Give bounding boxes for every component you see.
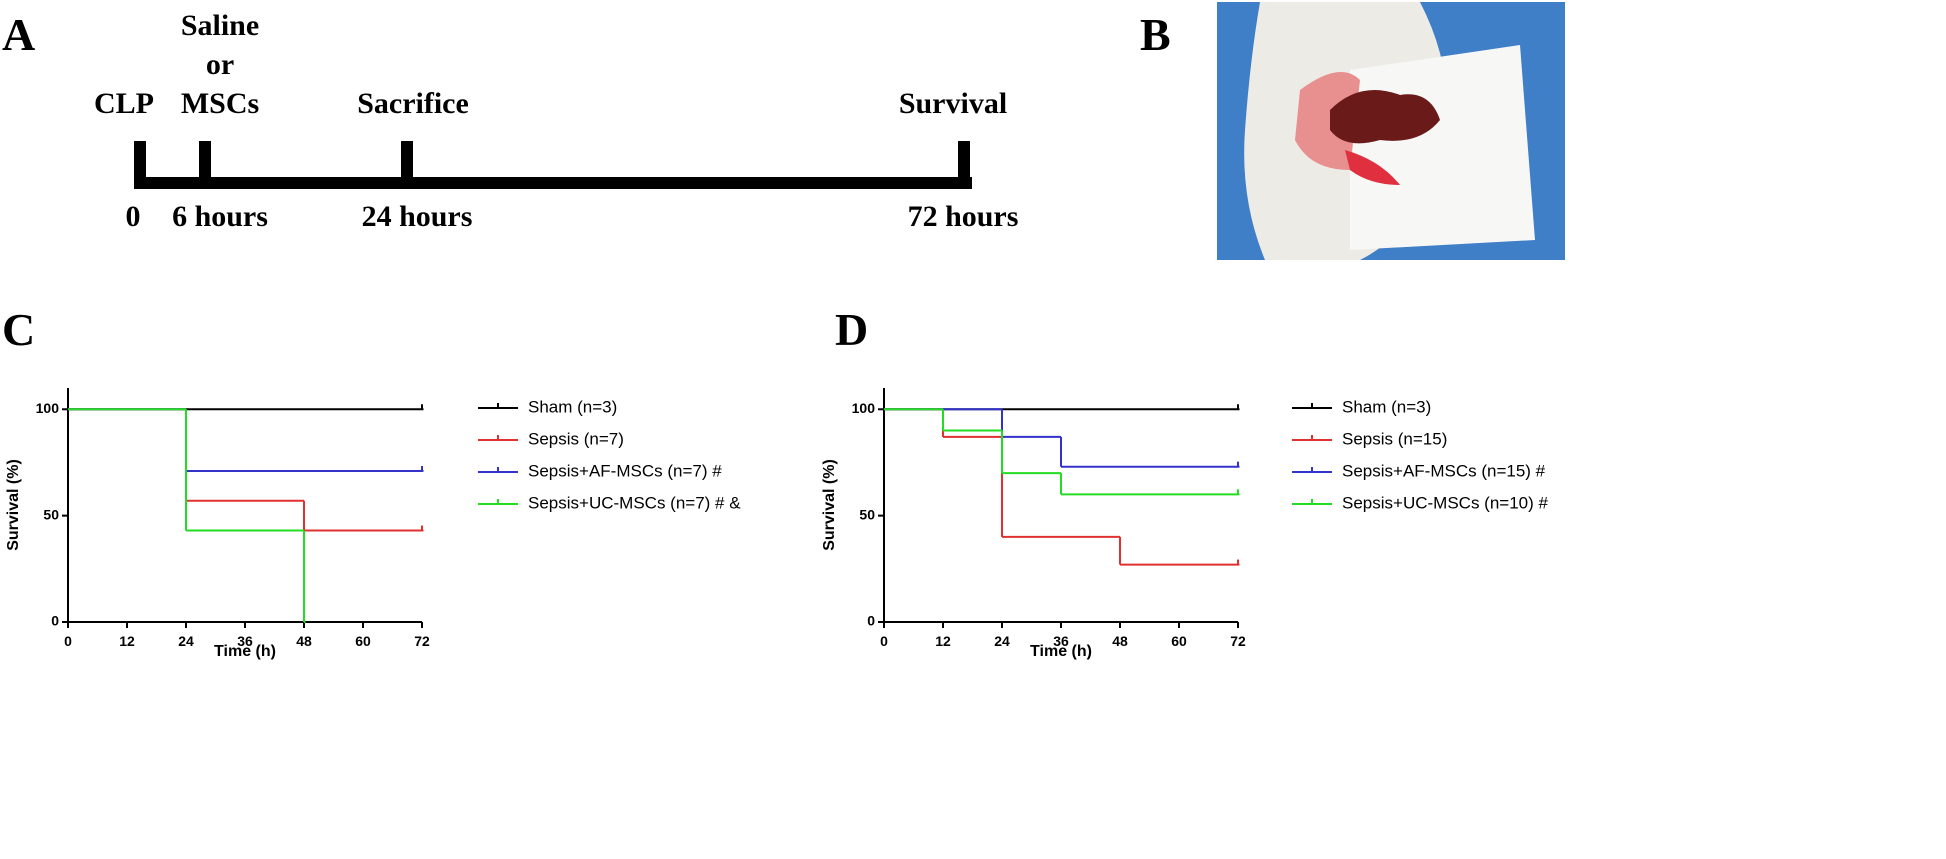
x-tick-label: 0 (880, 633, 888, 649)
timeline-label: Sacrifice (357, 87, 469, 120)
x-tick-label: 12 (935, 633, 951, 649)
legend-label: Sepsis+UC-MSCs (n=10) # (1342, 493, 1549, 512)
legend-label: Sepsis+AF-MSCs (n=15) # (1342, 461, 1546, 480)
panel-label: A (2, 9, 35, 60)
y-tick-label: 50 (859, 506, 875, 522)
x-tick-label: 72 (414, 633, 430, 649)
timeline-bar (134, 177, 972, 189)
x-tick-label: 60 (1171, 633, 1187, 649)
x-tick-label: 72 (1230, 633, 1246, 649)
y-axis-title: Survival (%) (821, 459, 838, 551)
photo (1217, 2, 1565, 260)
x-axis-title: Time (h) (1030, 643, 1092, 660)
x-tick-label: 24 (994, 633, 1010, 649)
legend-label: Sepsis+UC-MSCs (n=7) # & (528, 493, 741, 512)
x-axis-title: Time (h) (214, 643, 276, 660)
timeline-time: 72 hours (908, 200, 1019, 233)
legend-label: Sham (n=3) (528, 397, 617, 416)
timeline-time: 6 hours (172, 200, 268, 233)
legend-label: Sepsis (n=7) (528, 429, 624, 448)
timeline (134, 141, 972, 189)
timeline-label: MSCs (181, 87, 259, 120)
panel-label: B (1140, 9, 1171, 60)
y-tick-label: 50 (43, 506, 59, 522)
timeline-tick (199, 141, 211, 189)
x-tick-label: 48 (296, 633, 312, 649)
x-tick-label: 24 (178, 633, 194, 649)
legend-label: Sepsis+AF-MSCs (n=7) # (528, 461, 722, 480)
x-tick-label: 36 (1053, 633, 1069, 649)
panel-label: C (2, 304, 35, 355)
timeline-tick (401, 141, 413, 189)
legend-label: Sham (n=3) (1342, 397, 1431, 416)
y-tick-label: 100 (36, 400, 60, 416)
x-tick-label: 36 (237, 633, 253, 649)
y-tick-label: 0 (867, 613, 875, 629)
timeline-label: Survival (899, 87, 1007, 120)
timeline-time: 0 (126, 200, 141, 233)
x-tick-label: 12 (119, 633, 135, 649)
timeline-label: or (206, 48, 234, 81)
timeline-time: 24 hours (362, 200, 473, 233)
timeline-label: Saline (181, 9, 259, 42)
y-tick-label: 0 (51, 613, 59, 629)
panel-label: D (835, 304, 868, 355)
x-tick-label: 48 (1112, 633, 1128, 649)
y-axis-title: Survival (%) (5, 459, 22, 551)
timeline-label: CLP (94, 87, 154, 120)
x-tick-label: 0 (64, 633, 72, 649)
timeline-tick (958, 141, 970, 189)
timeline-tick (134, 141, 146, 189)
x-tick-label: 60 (355, 633, 371, 649)
legend-label: Sepsis (n=15) (1342, 429, 1447, 448)
y-tick-label: 100 (852, 400, 876, 416)
